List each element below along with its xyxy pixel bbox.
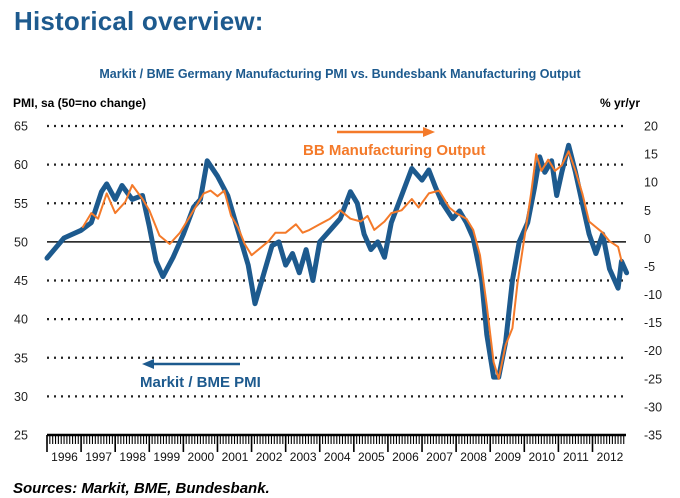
left-tick-label: 25 — [14, 429, 28, 443]
right-tick-label: 10 — [644, 176, 658, 190]
x-tick-label: 2005 — [358, 450, 385, 464]
left-tick-label: 60 — [14, 158, 28, 172]
x-tick-label: 2011 — [563, 450, 589, 464]
bb-series-label: BB Manufacturing Output — [303, 142, 485, 159]
right-tick-label: -5 — [644, 260, 655, 274]
left-tick-label: 45 — [14, 274, 28, 288]
bb-output-series-line — [81, 150, 623, 380]
annotations: BB Manufacturing Output Markit / BME PMI — [140, 127, 485, 391]
right-tick-label: -35 — [644, 429, 662, 443]
right-tick-label: 20 — [644, 120, 658, 134]
right-tick-label: -30 — [644, 400, 662, 414]
x-axis: 1996 1997 1998 1999 2000 2001 2002 2003 2004 2005… — [46, 433, 626, 464]
right-axis-label: % yr/yr — [599, 96, 640, 110]
gridlines — [47, 124, 626, 398]
x-tick-label: 1997 — [85, 450, 112, 464]
x-tick-label: 2003 — [290, 450, 317, 464]
x-tick-label: 2010 — [528, 450, 555, 464]
pmi-series-label: Markit / BME PMI — [140, 374, 261, 391]
x-tick-label: 2012 — [597, 450, 624, 464]
x-tick-label: 2007 — [426, 450, 453, 464]
right-tick-label: 15 — [644, 148, 658, 162]
x-tick-label: 2000 — [188, 450, 215, 464]
x-tick-label: 1998 — [119, 450, 146, 464]
right-tick-label: -20 — [644, 344, 662, 358]
right-tick-label: 0 — [644, 232, 651, 246]
x-tick-label: 1999 — [153, 450, 180, 464]
x-tick-label: 2002 — [256, 450, 283, 464]
right-tick-label: -15 — [644, 316, 662, 330]
left-tick-label: 30 — [14, 390, 28, 404]
x-tick-label: 2004 — [324, 450, 351, 464]
left-tick-label: 35 — [14, 351, 28, 365]
right-tick-label: 5 — [644, 204, 651, 218]
right-axis-ticks: 20 15 10 5 0 -5 -10 -15 -20 -25 -30 -35 — [644, 120, 662, 443]
pmi-arrow-head — [142, 359, 154, 369]
series-lines — [44, 142, 630, 380]
page-title: Historical overview: — [14, 6, 264, 36]
bb-arrow-head — [423, 127, 435, 137]
x-tick-label: 2001 — [222, 450, 249, 464]
right-tick-label: -25 — [644, 372, 662, 386]
pmi-series-line — [44, 142, 630, 380]
chart-title: Markit / BME Germany Manufacturing PMI v… — [99, 67, 581, 81]
left-tick-label: 50 — [14, 235, 28, 249]
x-tick-label: 2009 — [494, 450, 521, 464]
sources-note: Sources: Markit, BME, Bundesbank. — [13, 480, 270, 497]
x-tick-label: 2006 — [392, 450, 419, 464]
left-axis-label: PMI, sa (50=no change) — [13, 96, 147, 110]
left-axis-ticks: 65 60 55 50 45 40 35 30 25 — [14, 120, 28, 443]
left-tick-label: 65 — [14, 120, 28, 134]
x-tick-label: 1996 — [51, 450, 78, 464]
x-tick-label: 2008 — [460, 450, 487, 464]
left-tick-label: 55 — [14, 197, 28, 211]
right-tick-label: -10 — [644, 288, 662, 302]
left-tick-label: 40 — [14, 313, 28, 327]
